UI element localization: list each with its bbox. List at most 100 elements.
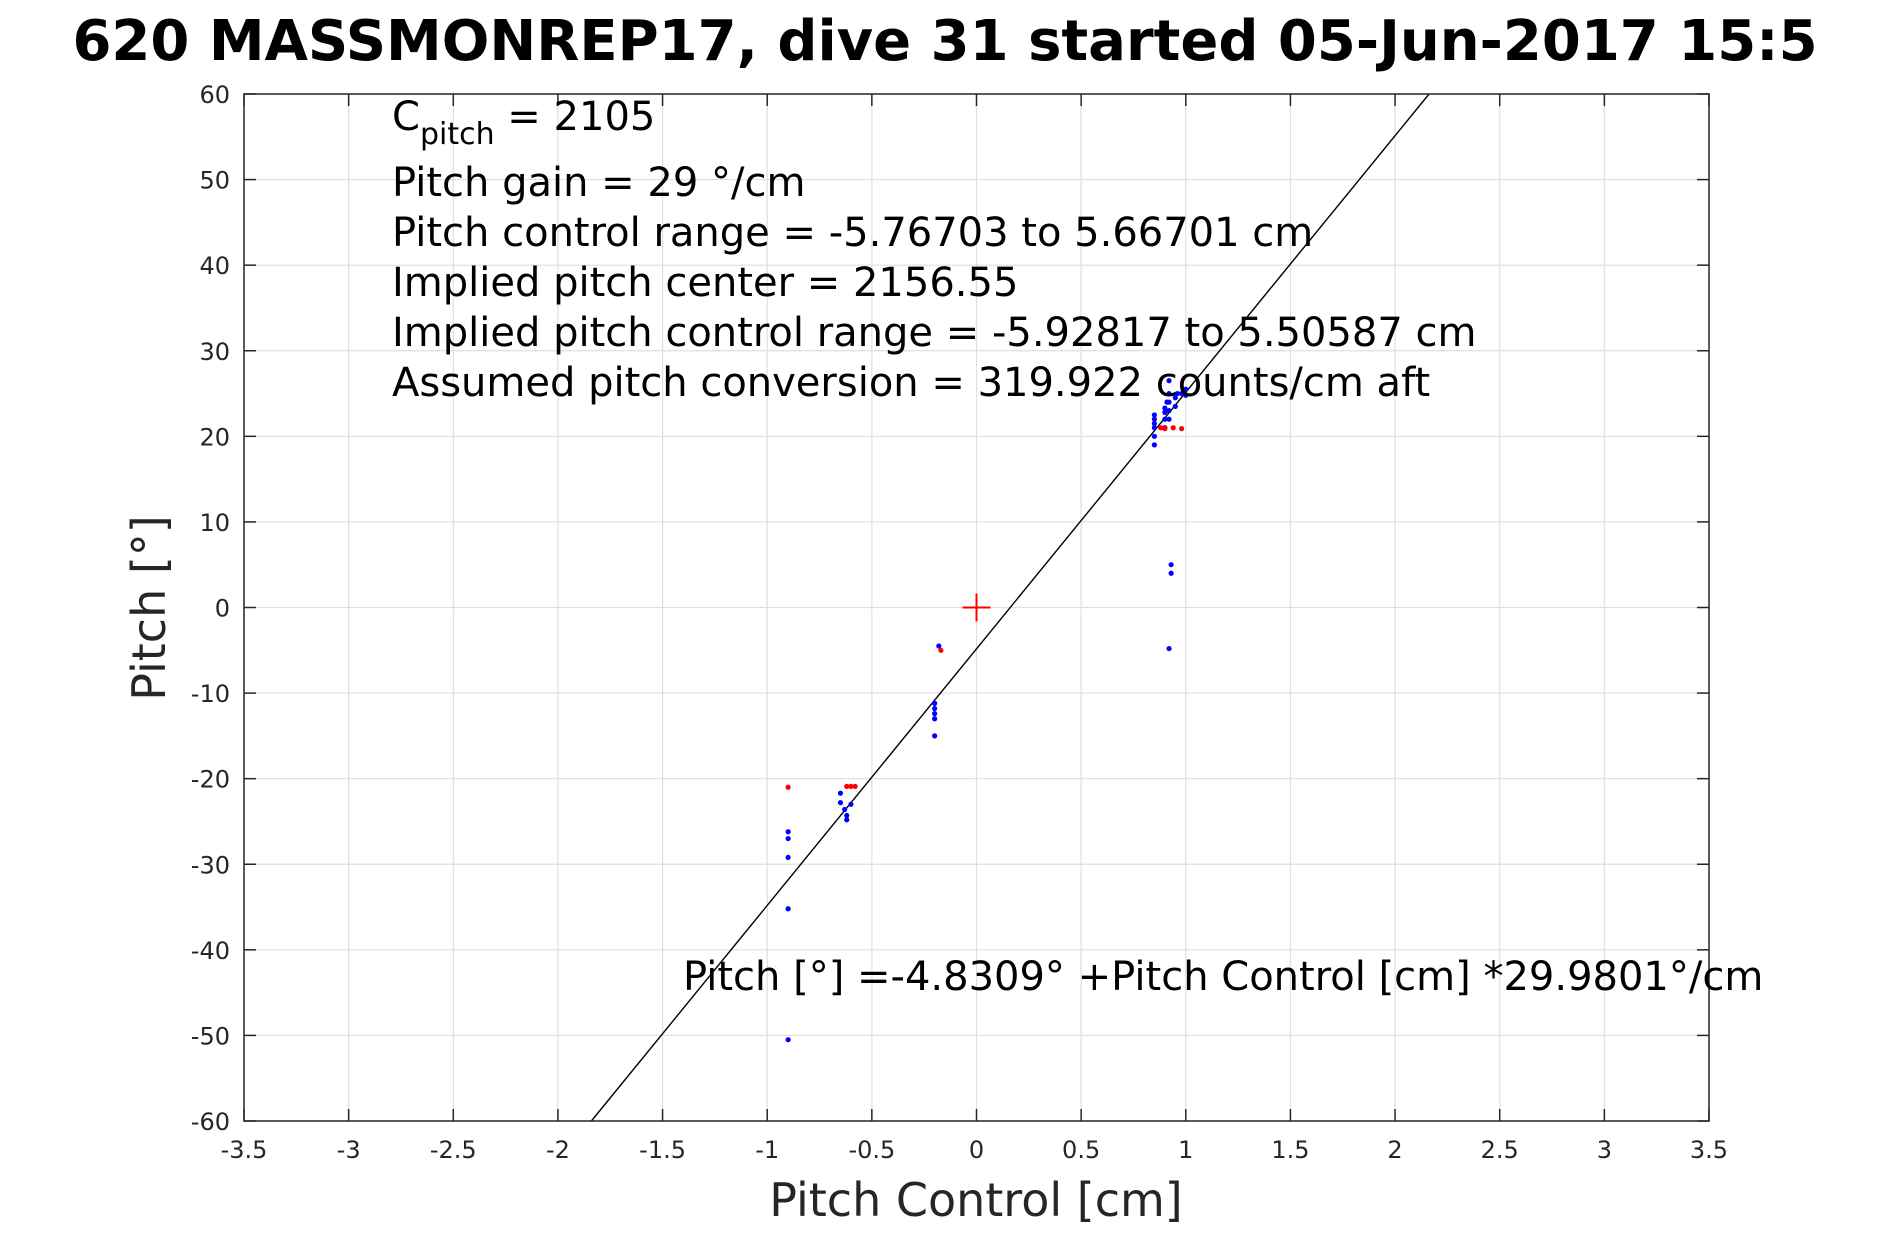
data-point-blue (1151, 425, 1157, 431)
chart-title: 620 MASSMONREP17, dive 31 started 05-Jun… (72, 9, 1817, 74)
data-point-blue (1168, 562, 1174, 568)
data-point-blue (1151, 420, 1157, 427)
data-point-blue (1151, 412, 1157, 418)
x-tick-label: -1 (755, 1136, 779, 1164)
y-tick-label: -30 (191, 851, 230, 879)
y-tick-label: 60 (199, 81, 230, 109)
fit-equation-annotation: Pitch [°] =-4.8309° +Pitch Control [cm] … (683, 954, 1763, 1000)
y-tick-label: -50 (191, 1022, 230, 1050)
data-point-blue (837, 800, 844, 806)
x-tick-label: 0.5 (1062, 1136, 1100, 1164)
data-point-red (1162, 426, 1168, 432)
data-point-red (1170, 425, 1176, 431)
fit-line-layer (590, 93, 1430, 1122)
data-point-blue (1168, 570, 1174, 576)
data-point-red (938, 647, 944, 653)
axes-box (243, 93, 1710, 1122)
assumed-pitch-conversion-annotation: Assumed pitch conversion = 319.922 count… (392, 360, 1430, 406)
data-point-blue (848, 801, 854, 807)
y-axis-label: Pitch [°] (122, 515, 176, 701)
x-tick-label: -3 (337, 1136, 361, 1164)
x-tick-label: 1 (1178, 1136, 1193, 1164)
data-point-blue (1166, 645, 1172, 652)
y-tick-label: -20 (191, 766, 230, 794)
x-tick-label: -0.5 (848, 1136, 895, 1164)
implied-pitch-control-range-annotation: Implied pitch control range = -5.92817 t… (392, 310, 1476, 356)
data-point-red (852, 783, 858, 789)
data-point-blue (844, 812, 850, 819)
data-point-blue (932, 711, 938, 717)
c-pitch-annotation: Cpitch = 2105 (392, 94, 655, 152)
data-point-blue (785, 829, 791, 835)
data-point-blue (1151, 416, 1157, 422)
data-point-blue (932, 700, 938, 706)
x-tick-label: -3.5 (221, 1136, 268, 1164)
x-tick-label: 0 (969, 1136, 984, 1164)
data-point-blue (932, 716, 938, 722)
y-tick-label: 30 (199, 338, 230, 366)
data-point-blue (785, 854, 791, 861)
x-tick-label: -1.5 (639, 1136, 686, 1164)
data-point-blue (1172, 395, 1178, 401)
data-point-blue (1166, 390, 1172, 397)
data-point-blue (1162, 416, 1168, 422)
data-point-blue (1151, 433, 1157, 439)
x-tick-label: 2 (1387, 1136, 1402, 1164)
y-tick-labels: -60 -50 -40 -30 -20 -10 0 10 20 30 40 50 60 (191, 81, 230, 1136)
x-tick-label: 1.5 (1271, 1136, 1309, 1164)
data-point-red (785, 784, 791, 790)
data-point-blue (1151, 442, 1157, 448)
y-tick-label: -60 (191, 1108, 230, 1136)
data-point-blue (837, 790, 844, 796)
implied-pitch-center-annotation: Implied pitch center = 2156.55 (392, 260, 1018, 306)
data-point-blue (1179, 390, 1185, 397)
data-point-blue (1162, 409, 1168, 415)
y-tick-label: -40 (191, 937, 230, 965)
center-plus-marker (962, 593, 991, 622)
y-tick-label: 20 (199, 423, 230, 451)
data-point-red (1179, 426, 1185, 432)
y-tick-label: 50 (199, 167, 230, 195)
y-tick-label: -10 (191, 680, 230, 708)
data-point-blue (1172, 403, 1178, 409)
axis-ticks (243, 93, 1710, 1122)
data-point-blue (1183, 392, 1189, 398)
center-marker-layer (962, 593, 991, 622)
data-point-blue (1166, 416, 1172, 422)
data-point-red (848, 783, 854, 789)
data-point-blue (842, 806, 848, 813)
x-tick-label: 2.5 (1481, 1136, 1519, 1164)
pitch-control-range-annotation: Pitch control range = -5.76703 to 5.6670… (392, 210, 1313, 256)
fit-line (590, 93, 1430, 1122)
data-point-blue (932, 705, 938, 712)
x-axis-label: Pitch Control [cm] (769, 1173, 1183, 1227)
data-point-blue (1166, 378, 1172, 384)
data-point-blue (1162, 405, 1168, 411)
data-point-blue (1166, 408, 1172, 414)
pitch-gain-annotation: Pitch gain = 29 °/cm (392, 160, 805, 206)
c-pitch-value: = 2105 (495, 94, 656, 140)
y-tick-label: 10 (199, 509, 230, 537)
data-point-blue (785, 906, 791, 912)
data-point-red (844, 783, 850, 789)
data-point-blue (785, 835, 791, 842)
data-point-red (1158, 425, 1164, 431)
data-point-blue (932, 733, 938, 739)
data-point-blue (844, 817, 850, 823)
x-tick-labels: -3.5 -3 -2.5 -2 -1.5 -1 -0.5 0 0.5 1 1.5 2 2.5 3 3.5 (221, 1136, 1729, 1164)
y-tick-label: 0 (215, 595, 230, 623)
c-pitch-subscript: pitch (420, 117, 495, 152)
data-point-blue (1166, 399, 1172, 405)
x-tick-label: 3 (1597, 1136, 1612, 1164)
x-tick-label: -2.5 (430, 1136, 477, 1164)
data-point-blue (1174, 390, 1181, 397)
data-point-blue (785, 1037, 791, 1043)
c-pitch-symbol: C (392, 94, 420, 140)
y-tick-label: 40 (199, 252, 230, 280)
x-tick-label: -2 (546, 1136, 570, 1164)
data-point-blue (936, 643, 942, 649)
data-points (785, 378, 1189, 1043)
x-tick-label: 3.5 (1690, 1136, 1728, 1164)
data-point-blue (1183, 386, 1189, 392)
